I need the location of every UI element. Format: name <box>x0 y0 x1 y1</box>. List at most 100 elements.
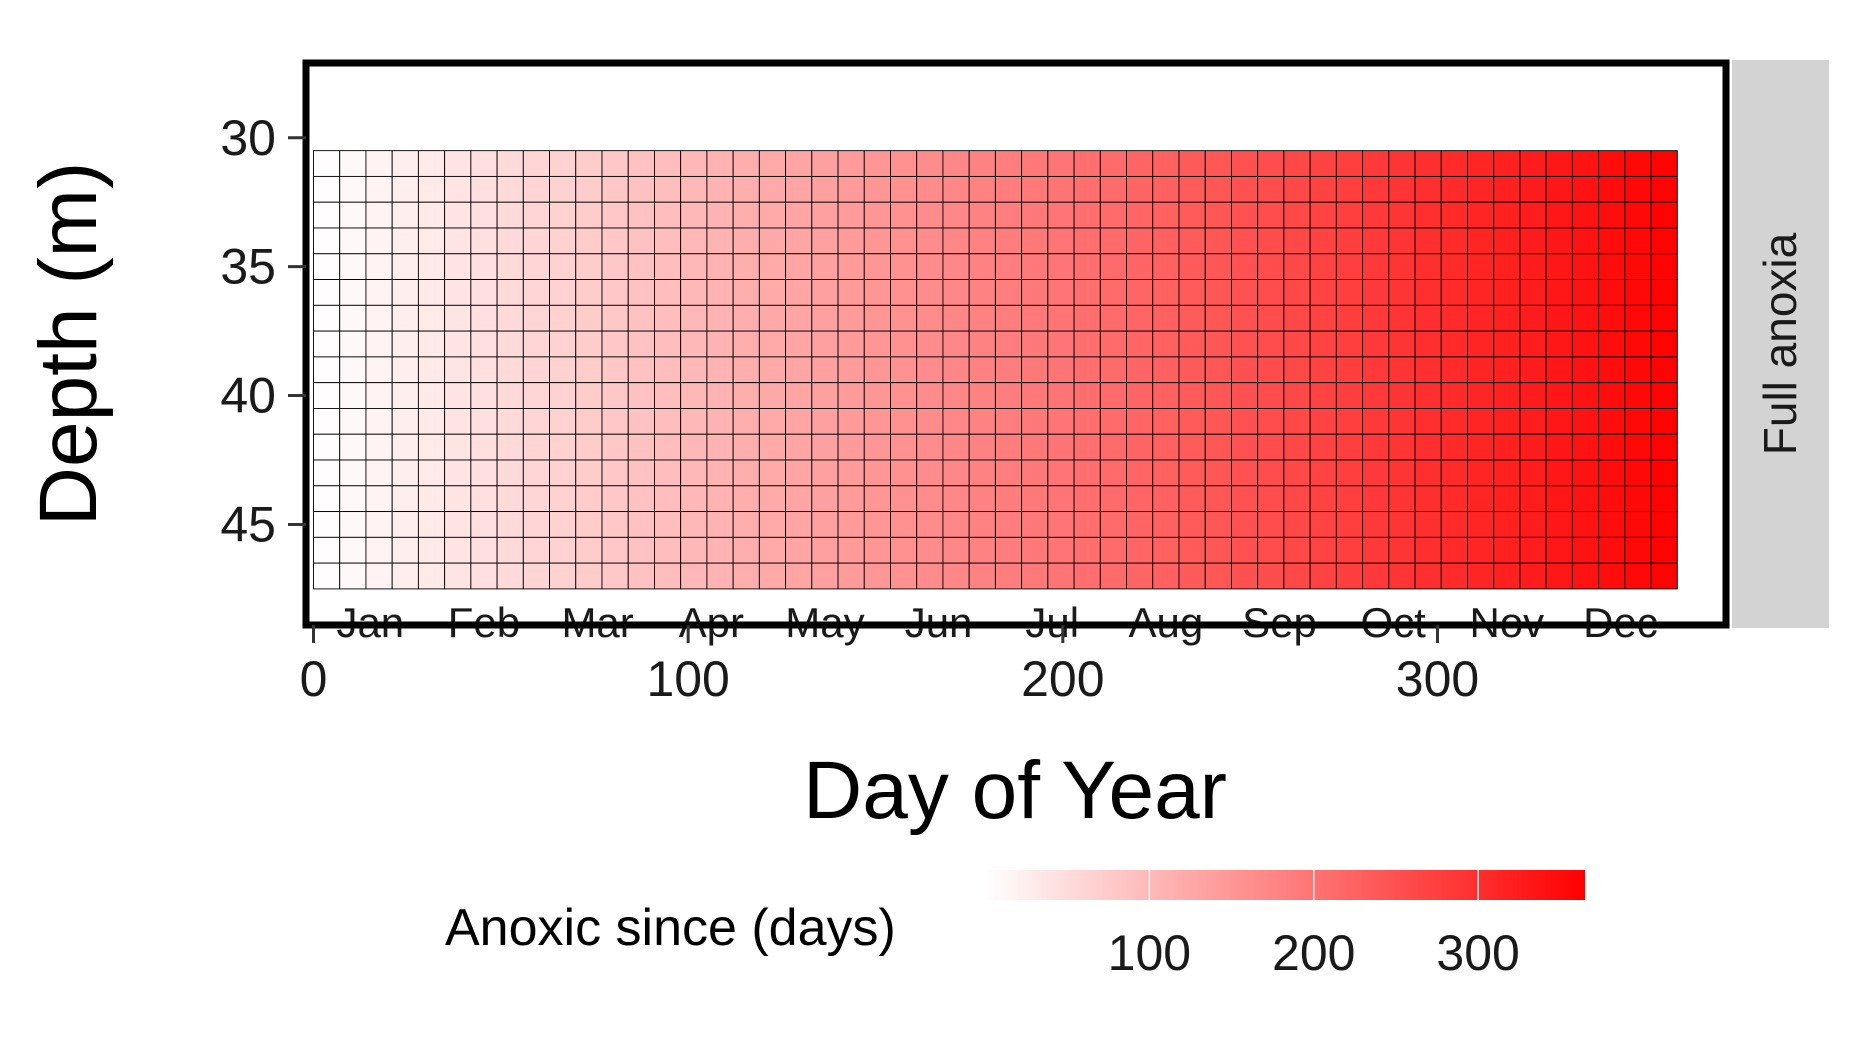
heatmap-cell <box>706 382 734 409</box>
heatmap-cell <box>994 562 1023 590</box>
heatmap-cell <box>942 150 970 177</box>
heatmap-cell <box>1362 175 1390 203</box>
heatmap-cell <box>680 485 708 513</box>
heatmap-cell <box>627 330 655 358</box>
heatmap-cell <box>1283 433 1311 461</box>
heatmap-cell <box>1362 382 1390 409</box>
heatmap-cell <box>653 150 682 177</box>
heatmap-cell <box>339 356 367 384</box>
heatmap-cell <box>837 485 865 513</box>
heatmap-cell <box>785 175 813 203</box>
heatmap-cell <box>1624 536 1652 564</box>
heatmap-cell <box>968 562 996 590</box>
heatmap-cell <box>1021 253 1049 281</box>
heatmap-cell <box>863 227 891 255</box>
heatmap-cell <box>811 382 839 409</box>
heatmap-cell <box>417 175 446 203</box>
heatmap-cell <box>1598 459 1626 487</box>
heatmap-cell <box>444 175 472 203</box>
heatmap-cell <box>313 330 341 358</box>
heatmap-cell <box>1571 227 1600 255</box>
heatmap-cell <box>601 304 629 332</box>
heatmap-cell <box>758 408 787 435</box>
heatmap-cell <box>1598 175 1626 203</box>
heatmap-cell <box>391 408 419 435</box>
heatmap-cell <box>1440 201 1468 229</box>
heatmap-cell <box>968 253 996 281</box>
heatmap-cell <box>1598 279 1626 306</box>
heatmap-cell <box>313 536 341 564</box>
heatmap-cell <box>758 382 787 409</box>
heatmap-cell <box>1571 279 1600 306</box>
heatmap-cell <box>1099 175 1127 203</box>
heatmap-cell <box>1624 408 1652 435</box>
heatmap-cell <box>732 408 760 435</box>
heatmap-cell <box>444 227 472 255</box>
heatmap-cell <box>758 459 787 487</box>
heatmap-cell <box>916 459 944 487</box>
heatmap-cell <box>863 408 891 435</box>
heatmap-cell <box>313 279 341 306</box>
heatmap-cell <box>1440 253 1468 281</box>
heatmap-cell <box>1414 201 1442 229</box>
heatmap-cell <box>1230 408 1259 435</box>
heatmap-cell <box>1283 227 1311 255</box>
heatmap-cell <box>1309 227 1337 255</box>
heatmap-cell <box>1467 304 1495 332</box>
heatmap-cell <box>1414 304 1442 332</box>
heatmap-cell <box>313 459 341 487</box>
heatmap-cell <box>339 511 367 538</box>
heatmap-cell <box>1493 433 1521 461</box>
heatmap-cell <box>1152 175 1180 203</box>
heatmap-cell <box>1283 330 1311 358</box>
heatmap-cell <box>653 408 682 435</box>
heatmap-cell <box>391 536 419 564</box>
heatmap-cell <box>313 150 341 177</box>
heatmap-cell <box>1073 536 1101 564</box>
heatmap-cell <box>785 382 813 409</box>
heatmap-cell <box>417 253 446 281</box>
heatmap-cell <box>1257 253 1285 281</box>
heatmap-cell <box>837 536 865 564</box>
heatmap-cell <box>785 433 813 461</box>
heatmap-cell <box>1152 279 1180 306</box>
heatmap-cell <box>785 356 813 384</box>
heatmap-cell <box>522 382 550 409</box>
heatmap-cell <box>339 304 367 332</box>
heatmap-cell <box>575 382 603 409</box>
heatmap-cell <box>575 227 603 255</box>
heatmap-cell <box>339 330 367 358</box>
heatmap-cell <box>1099 382 1127 409</box>
heatmap-cell <box>1571 201 1600 229</box>
colorbar-tick-label: 300 <box>1436 925 1519 981</box>
heatmap-cell <box>1388 356 1416 384</box>
heatmap-cell <box>470 227 498 255</box>
heatmap-cell <box>1099 485 1127 513</box>
heatmap-cell <box>1073 356 1101 384</box>
heatmap-cell <box>1624 485 1652 513</box>
heatmap-cell <box>313 485 341 513</box>
heatmap-cell <box>1414 485 1442 513</box>
heatmap-cell <box>1467 459 1495 487</box>
heatmap-cell <box>470 562 498 590</box>
heatmap-cell <box>994 356 1023 384</box>
heatmap-cell <box>1545 304 1573 332</box>
heatmap-cell <box>653 175 682 203</box>
colorbar-ticks: 100 200 300 <box>1108 870 1520 981</box>
heatmap-cell <box>575 330 603 358</box>
heatmap-cell <box>1545 227 1573 255</box>
heatmap-cell <box>994 433 1023 461</box>
heatmap-cell <box>1021 382 1049 409</box>
heatmap-cell <box>1152 201 1180 229</box>
heatmap-cell <box>1624 356 1652 384</box>
heatmap-cell <box>1650 227 1678 255</box>
heatmap-cell <box>339 562 367 590</box>
heatmap-cell <box>1073 433 1101 461</box>
heatmap-cell <box>968 304 996 332</box>
heatmap-cell <box>811 356 839 384</box>
heatmap-cell <box>890 150 918 177</box>
heatmap-cell <box>601 356 629 384</box>
heatmap-cell <box>1047 279 1075 306</box>
heatmap-cell <box>968 201 996 229</box>
